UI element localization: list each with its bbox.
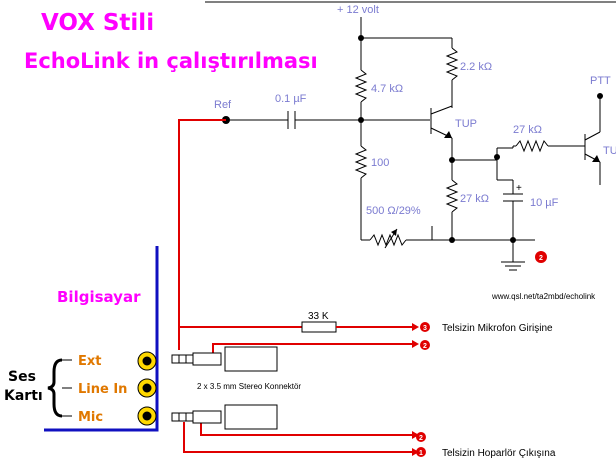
r2-resistor <box>445 47 459 81</box>
connector-label: 2 x 3.5 mm Stereo Konnektör <box>197 382 301 391</box>
q1-emitter-arrow <box>444 131 452 138</box>
r3-resistor <box>354 145 368 179</box>
ref-signal-wire <box>178 119 226 350</box>
r5-resistor <box>445 179 459 213</box>
q1-label: TUP <box>455 118 477 130</box>
r3-label: 100 <box>371 157 389 169</box>
c1-label: 0.1 µF <box>275 93 307 105</box>
spk-tip-badge <box>416 447 426 457</box>
url-text: www.qsl.net/ta2mbd/echolink <box>491 292 596 301</box>
ground-badge <box>535 251 547 263</box>
sound-card-label-line1: Ses <box>8 369 36 385</box>
speaker-jack-plug <box>171 404 278 430</box>
spk-tip-wire <box>183 422 412 453</box>
c2-plus-label: + <box>516 183 522 194</box>
sound-card-label-line2: Kartı <box>4 388 43 404</box>
mic-jack-plug <box>171 346 278 372</box>
title-line1: VOX Stili <box>41 10 154 36</box>
svg-text:1: 1 <box>419 450 423 457</box>
supply-label: + 12 volt <box>337 4 379 16</box>
mic-ring-badge <box>420 340 430 350</box>
spk-ring-wire <box>200 422 412 436</box>
port-ext-jack[interactable] <box>137 351 157 371</box>
r7-label: 33 K <box>308 311 329 322</box>
spk-ring-badge <box>416 432 426 442</box>
r1-resistor <box>354 69 368 103</box>
r6-resistor <box>515 139 549 153</box>
r2-label: 2.2 kΩ <box>460 61 492 73</box>
ref-label: Ref <box>214 99 232 111</box>
svg-text:3: 3 <box>423 325 427 332</box>
port-mic-jack[interactable] <box>137 406 157 426</box>
r1-label: 4.7 kΩ <box>371 83 403 95</box>
ptt-node <box>597 93 603 99</box>
port-line-in-jack[interactable] <box>137 378 157 398</box>
r7-resistor <box>301 321 337 333</box>
mic-input-label: Telsizin Mikrofon Girişine <box>442 323 553 334</box>
computer-border <box>44 246 159 432</box>
ptt-label: PTT <box>590 75 611 87</box>
r6-label: 27 kΩ <box>513 124 542 136</box>
r4-potentiometer <box>369 233 407 247</box>
svg-text:2: 2 <box>419 435 423 442</box>
port-ext-label: Ext <box>78 354 101 369</box>
computer-label: Bilgisayar <box>57 288 141 306</box>
svg-text:2: 2 <box>423 343 427 350</box>
svg-text:2: 2 <box>539 255 543 262</box>
q2-emitter-arrow <box>592 155 600 162</box>
c2-label: 10 µF <box>530 197 559 209</box>
title-line2: EchoLink in çalıştırılması <box>24 49 318 73</box>
r4-label: 500 Ω/29% <box>366 205 421 217</box>
mic-tip-badge <box>420 322 430 332</box>
r5-label: 27 kΩ <box>460 193 489 205</box>
speaker-output-label: Telsizin Hoparlör Çıkışına <box>442 448 556 459</box>
port-line-in-label: Line In <box>78 382 127 397</box>
brace-icon <box>47 358 63 418</box>
port-mic-label: Mic <box>78 410 103 425</box>
q2-label: TUP <box>603 145 616 157</box>
